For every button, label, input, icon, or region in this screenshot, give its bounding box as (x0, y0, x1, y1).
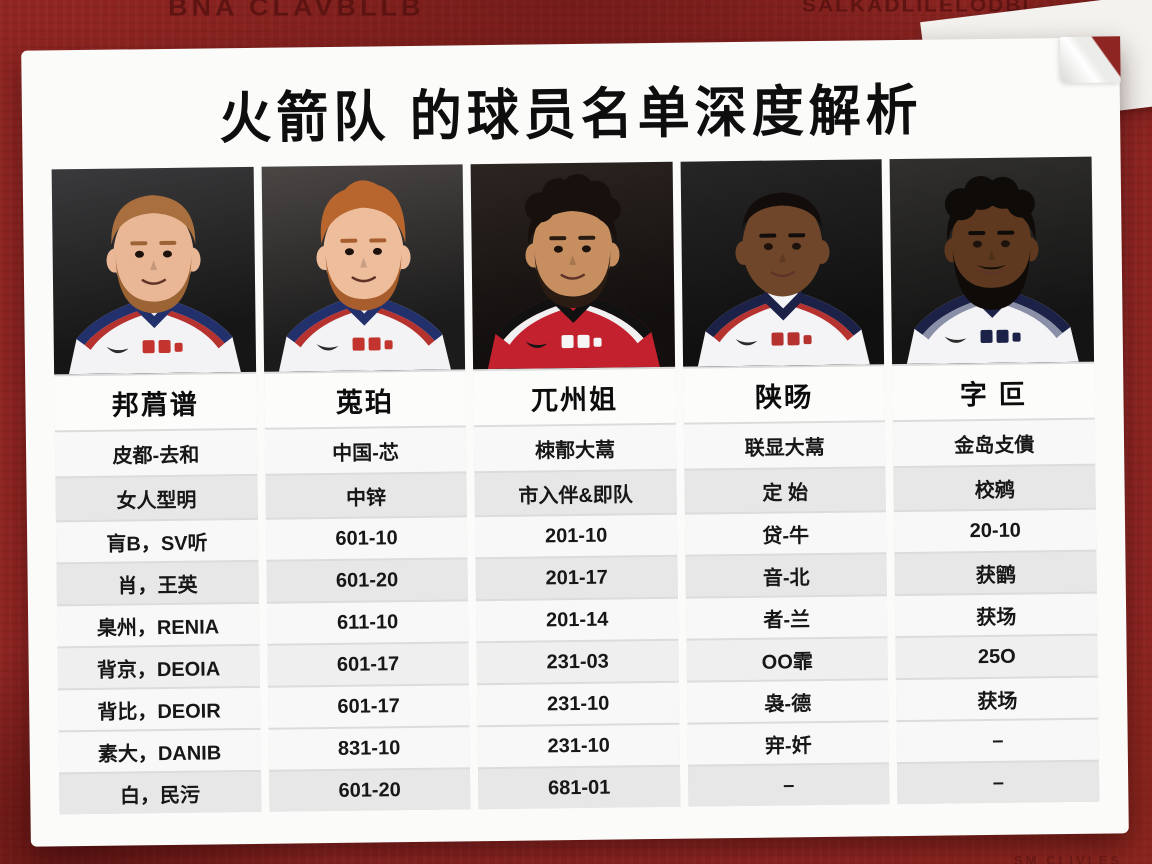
table-cell: 皮都-去和 (54, 429, 257, 477)
player-column: 字 叵 金岛攴僓 校鹓 20-10 获鹠 获场 25O 获场 – – (889, 156, 1100, 805)
table-cell: 女人型明 (55, 475, 258, 521)
table-cell: 金岛攴僓 (893, 419, 1096, 467)
player-portrait-illustration (907, 176, 1080, 364)
player-grid: 邦菺谱 皮都-去和 女人型明 肓B，SV听 肖，王英 臬州，RENIA 背京，DEOIA 背… (23, 156, 1129, 815)
player-face (549, 235, 596, 280)
player-column: 莵珀 中国-芯 中锌 601-10 601-20 611-10 601-17 601-17 8… (261, 164, 471, 812)
table-cell: 肖，王英 (56, 561, 259, 605)
player-column: 兀州姐 栜郬大蒚 市入伴&即队 201-10 201-17 201-14 231-03 23… (470, 161, 681, 810)
player-name: 莵珀 (263, 371, 466, 428)
table-cell: – (896, 719, 1099, 763)
jersey-brand-mark (316, 344, 339, 351)
jersey-logo (352, 337, 393, 351)
table-cell: 831-10 (268, 727, 471, 770)
background-pattern-text: SM CLIVLES (1013, 853, 1122, 864)
table-cell: 音-北 (685, 554, 888, 597)
table-cell: 者-兰 (685, 596, 888, 639)
table-cell: 臬州，RENIA (56, 603, 260, 647)
table-cell: 获场 (896, 677, 1099, 721)
table-cell: 20-10 (894, 509, 1097, 553)
player-photo (261, 164, 466, 372)
jersey-logo (771, 332, 812, 346)
table-cell: 中锌 (264, 473, 468, 518)
player-photo (680, 159, 885, 367)
player-column: 邦菺谱 皮都-去和 女人型明 肓B，SV听 肖，王英 臬州，RENIA 背京，DEOIA 背… (51, 166, 262, 815)
table-cell: 231-03 (476, 640, 679, 684)
player-column: 陕旸 联显大蒚定 始贷-牛 音-北 者-兰 OO霏 袅-德 宑-奷 – (680, 159, 890, 807)
table-cell: – (687, 764, 890, 807)
table-cell: 背比，DEOIR (57, 687, 261, 731)
table-cell: 25O (895, 635, 1098, 679)
player-photo (51, 166, 256, 375)
player-face (759, 233, 806, 278)
player-portrait-illustration (488, 173, 661, 370)
table-cell: 201-10 (475, 514, 678, 558)
table-cell: 201-14 (476, 598, 679, 642)
table-cell: 611-10 (266, 601, 469, 644)
jersey-brand-mark (735, 339, 758, 346)
jersey-logo (980, 329, 1021, 344)
player-name: 陕旸 (682, 366, 886, 423)
table-cell: – (897, 761, 1100, 805)
table-cell: 231-10 (477, 724, 680, 768)
table-cell: 校鹓 (893, 465, 1096, 511)
player-name: 字 叵 (892, 363, 1095, 421)
table-cell: 601-20 (268, 769, 471, 812)
table-cell: 601-17 (267, 685, 470, 728)
player-face (339, 238, 386, 283)
jersey-brand-mark (944, 336, 967, 343)
player-face (968, 230, 1015, 275)
background-pattern-text: BNA CLAVBLLB (168, 0, 425, 21)
player-name: 兀州姐 (473, 368, 676, 426)
table-cell: 联显大蒚 (683, 422, 886, 469)
table-cell: OO霏 (686, 638, 889, 681)
table-cell: 201-17 (475, 556, 678, 600)
jersey-logo (142, 339, 183, 354)
table-cell: 获场 (895, 593, 1098, 637)
table-cell: 市入伴&即队 (474, 470, 677, 516)
table-cell: 定 始 (684, 468, 887, 513)
table-cell: 肓B，SV听 (55, 519, 259, 563)
table-cell: 背京，DEOIA (57, 645, 260, 689)
table-cell: 中国-芯 (264, 427, 467, 474)
table-cell: 681-01 (478, 766, 681, 810)
table-cell: 白，民污 (59, 771, 262, 815)
player-name: 邦菺谱 (54, 373, 257, 431)
table-cell: 601-10 (265, 517, 468, 560)
table-cell: 601-20 (266, 559, 469, 602)
table-cell: 栜郬大蒚 (473, 424, 677, 472)
jersey-brand-mark (525, 341, 548, 348)
page-title: 火箭队 的球员名单深度解析 (218, 80, 924, 151)
jersey-brand-mark (106, 346, 129, 354)
table-cell: 素大，DANIB (58, 729, 261, 773)
roster-card: 火箭队 的球员名单深度解析 (21, 36, 1129, 847)
player-face (130, 240, 177, 285)
player-photo (889, 156, 1095, 365)
table-cell: 宑-奷 (687, 722, 890, 765)
table-cell: 601-17 (267, 643, 470, 686)
player-portrait-illustration (278, 180, 451, 372)
player-portrait-illustration (697, 192, 870, 367)
table-cell: 袅-德 (686, 680, 889, 723)
player-portrait-illustration (68, 195, 241, 375)
table-cell: 获鹠 (894, 551, 1097, 595)
table-cell: 231-10 (477, 682, 680, 726)
player-photo (470, 161, 675, 370)
jersey-logo (561, 334, 602, 349)
table-cell: 贷-牛 (684, 512, 887, 555)
